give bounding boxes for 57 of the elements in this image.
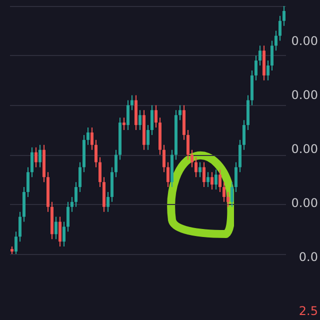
candlestick	[282, 6, 286, 26]
candlestick	[66, 201, 70, 232]
candlestick	[30, 146, 34, 178]
candlestick	[278, 15, 282, 42]
candlestick	[14, 231, 18, 254]
candlestick	[150, 104, 154, 136]
candlestick	[98, 156, 102, 188]
candlestick	[218, 169, 222, 192]
candlestick	[90, 127, 94, 150]
text: 0.00	[291, 142, 318, 156]
candlestick	[238, 139, 242, 173]
candlestick	[94, 139, 98, 168]
candlestick	[70, 196, 74, 212]
candlestick	[198, 162, 202, 178]
candlestick	[202, 162, 206, 188]
candlestick	[186, 130, 190, 160]
candlestick	[178, 104, 182, 121]
candlestick	[122, 117, 126, 130]
text: 0.0	[298, 250, 318, 264]
candlestick	[154, 104, 158, 128]
text: 0.00	[291, 34, 318, 48]
candlestick	[190, 149, 194, 168]
candlestick	[74, 182, 78, 208]
candlestick	[234, 162, 238, 192]
candlestick	[78, 162, 82, 192]
candlestick	[270, 40, 274, 71]
candlestick	[166, 162, 170, 188]
candlestick	[26, 166, 30, 198]
candlestick	[54, 216, 58, 240]
candlestick	[194, 156, 198, 178]
candlestick	[34, 146, 38, 168]
text: 0.00	[291, 196, 318, 210]
candlestick	[58, 216, 62, 248]
candlestick	[274, 30, 278, 52]
candlestick	[258, 45, 262, 66]
candlestick	[254, 55, 258, 81]
candlestick	[242, 120, 246, 150]
candlestick	[126, 100, 130, 130]
candlestick	[266, 60, 270, 81]
candlestick	[214, 169, 218, 190]
candlestick	[162, 144, 166, 173]
text: 0.00	[291, 88, 318, 102]
candlestick	[226, 192, 230, 208]
candlestick	[230, 182, 234, 208]
candlestick	[62, 221, 66, 248]
candlestick	[130, 94, 134, 111]
candlestick	[206, 172, 210, 188]
candlestick	[222, 182, 226, 202]
candlestick	[18, 211, 22, 242]
candlestick	[146, 124, 150, 150]
candlestick	[114, 149, 118, 178]
candlestick	[138, 110, 142, 130]
text: 2.5	[298, 304, 318, 318]
candlestick	[86, 127, 90, 146]
candlestick	[106, 192, 110, 212]
candlestick	[38, 144, 42, 168]
candlestick	[210, 172, 214, 190]
